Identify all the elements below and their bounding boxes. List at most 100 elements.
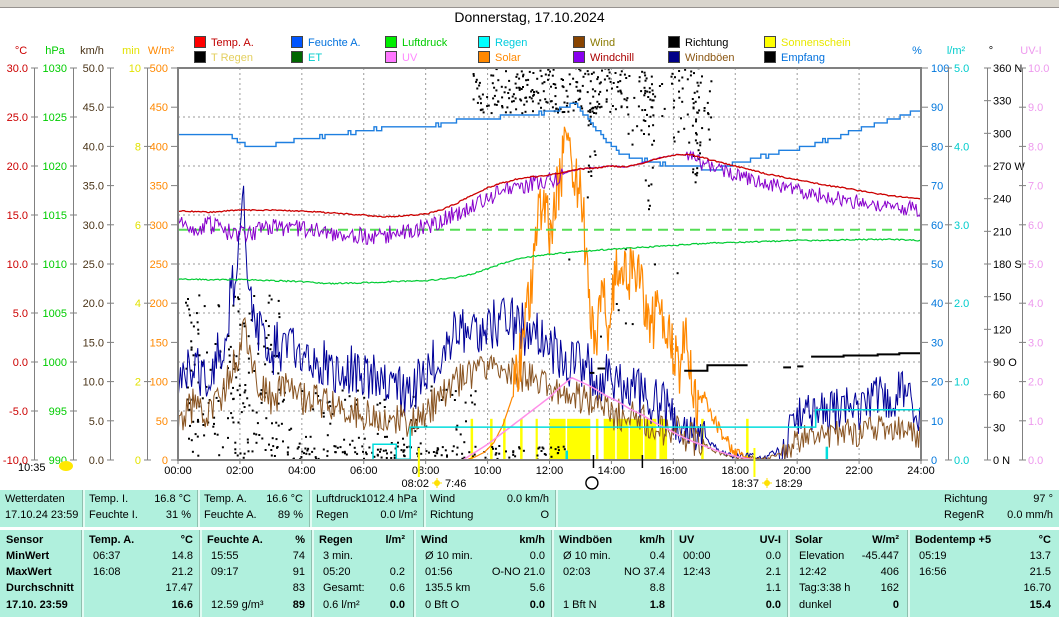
- axis-tick-kmh: 50.0: [83, 63, 104, 75]
- axis-tick-uv: 1.0: [1028, 416, 1043, 428]
- axis-header-lm2: l/m²: [947, 45, 966, 57]
- table-cell: 15:55 74: [202, 550, 311, 565]
- sunshine-bar: [490, 418, 493, 459]
- legend-swatch-windb-en-icon: [668, 51, 680, 63]
- series-feuchte-a-: [178, 102, 921, 171]
- legend-item-et: ET: [291, 51, 322, 64]
- axis-tick-dir: 210: [993, 226, 1011, 238]
- axis-tick-dir: 0 N: [993, 455, 1010, 467]
- table-cell: 0 Bft O 0.0: [416, 599, 551, 614]
- status-value: 89 %: [277, 509, 303, 521]
- axis-tick-wm2: 500: [150, 63, 168, 75]
- table-cell: Ø 10 min. 0.0: [416, 550, 551, 565]
- table-cell: Elevation -45.447: [790, 550, 905, 565]
- axis-tick-min: 6: [135, 220, 141, 232]
- axis-header-uv: UV-I: [1020, 45, 1041, 57]
- table-cell-value: 0.0: [765, 550, 781, 562]
- separator: [197, 490, 200, 527]
- legend-item-feuchte-a-: Feuchte A.: [291, 36, 361, 49]
- table-cell-value: 83: [292, 582, 305, 594]
- sunshine-bar: [549, 418, 566, 459]
- table-cell-value: 5.6: [529, 582, 545, 594]
- separator: [787, 530, 790, 617]
- table-cell: 16.6: [84, 599, 199, 614]
- table-cell-value: 0.2: [389, 566, 405, 578]
- axis-tick-lm2: 1.0: [954, 377, 969, 389]
- legend-item-solar: Solar: [478, 51, 521, 64]
- status-label: Regen: [316, 509, 349, 521]
- table-cell-value: 8.8: [649, 582, 665, 594]
- table-cell: 135.5 km 5.6: [416, 582, 551, 597]
- table-cell-value: 0.0: [765, 599, 781, 611]
- axis-tick-wm2: 400: [150, 141, 168, 153]
- status-label: Feuchte I.: [89, 509, 138, 521]
- axis-tick-dir: 270 W: [993, 161, 1025, 173]
- legend-label-windb-en: Windböen: [685, 52, 735, 64]
- legend-swatch-empfang-icon: [764, 51, 776, 63]
- axis-tick-temp: 30.0: [7, 63, 28, 75]
- axis-header-min: min: [122, 45, 140, 57]
- table-cell-value: 74: [292, 550, 305, 562]
- legend-item-sonnenschein: Sonnenschein: [764, 36, 851, 49]
- table-column-header: Solar: [795, 534, 823, 546]
- separator: [551, 530, 554, 617]
- table-column-uv: UV UV-I 00:00 0.0 12:43 2.1 1.1 0.0: [674, 530, 787, 617]
- table-cell-value: 91: [292, 566, 305, 578]
- sunshine-bar: [603, 418, 616, 459]
- axis-tick-uv: 7.0: [1028, 181, 1043, 193]
- moon-icon: [585, 476, 599, 490]
- table-cell: 1 Bft N 1.8: [554, 599, 671, 614]
- status-label: Wind: [430, 493, 456, 505]
- separator: [311, 530, 314, 617]
- axis-tick-uv: 2.0: [1028, 377, 1043, 389]
- status-line: Wetterdaten: [0, 493, 82, 508]
- separator: [413, 530, 416, 617]
- series-luftdruck: [178, 238, 921, 285]
- axis-tick-hpa: 1030: [43, 63, 67, 75]
- table-cell-value: 1.1: [765, 582, 781, 594]
- legend-label-sonnenschein: Sonnenschein: [781, 37, 851, 49]
- x-tick-label: 06:00: [350, 465, 378, 477]
- table-cell-value: 13.7: [1029, 550, 1051, 562]
- table-row-label: Durchschnitt: [6, 582, 74, 594]
- table-cell-text: 12:43: [683, 566, 711, 578]
- table-cell: 09:17 91: [202, 566, 311, 581]
- table-cell: 02:03 NO 37.4: [554, 566, 671, 581]
- axis-tick-pct: 70: [931, 181, 943, 193]
- sunrise-time: 08:02: [401, 478, 429, 490]
- table-cell-text: 05:20: [323, 566, 351, 578]
- status-line: Temp. I. 16.8 °C: [84, 493, 197, 508]
- axis-tick-min: 4: [135, 298, 141, 310]
- table-cell-text: 12.59 g/m³: [211, 599, 264, 611]
- plot-series-group: [178, 68, 921, 460]
- table-column-header: Regen: [319, 534, 353, 546]
- axis-tick-pct: 10: [931, 416, 943, 428]
- table-cell-value: 14.8: [171, 550, 193, 562]
- axis-tick-lm2: 3.0: [954, 220, 969, 232]
- axis-tick-hpa: 1025: [43, 112, 67, 124]
- table-cell: 05:20 0.2: [314, 566, 411, 581]
- sunrise-time-2: 7:46: [445, 478, 466, 490]
- status-label: Temp. A.: [204, 493, 247, 505]
- axis-tick-dir: 240: [993, 194, 1011, 206]
- table-cell-value: 89: [292, 599, 305, 611]
- sunshine-bar: [630, 418, 643, 459]
- axis-tick-kmh: 0.0: [89, 455, 104, 467]
- axis-tick-wm2: 450: [150, 102, 168, 114]
- table-column-unit: km/h: [639, 534, 665, 546]
- axis-tick-uv: 5.0: [1028, 259, 1043, 271]
- table-column-header: UV: [679, 534, 695, 546]
- x-tick-label: 08:00: [412, 465, 440, 477]
- table-column-unit: UV-I: [759, 534, 781, 546]
- table-column-solar: Solar W/m² Elevation -45.447 12:42 406 Tag:3:3…: [790, 530, 905, 617]
- table-row-label: Sensor: [6, 534, 44, 546]
- table-cell: 01:56 O-NO 21.0: [416, 566, 551, 581]
- legend-item-richtung: Richtung: [668, 36, 728, 49]
- legend-swatch-richtung-icon: [668, 36, 680, 48]
- x-tick-label: 00:00: [164, 465, 192, 477]
- table-cell: 83: [202, 582, 311, 597]
- axis-tick-kmh: 15.0: [83, 337, 104, 349]
- series-temp-a-: [178, 153, 921, 218]
- table-cell-text: Gesamt:: [323, 582, 365, 594]
